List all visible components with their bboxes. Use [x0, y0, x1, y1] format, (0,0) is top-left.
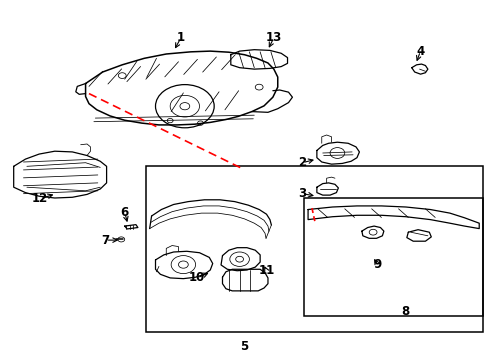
Text: 1: 1 [177, 31, 184, 44]
Text: 11: 11 [258, 264, 274, 277]
Bar [145, 166, 482, 332]
Bar [304, 198, 482, 316]
Text: 6: 6 [121, 206, 128, 219]
Text: 9: 9 [373, 258, 381, 271]
Text: 4: 4 [416, 45, 424, 58]
Text: 5: 5 [240, 340, 248, 353]
Text: 7: 7 [102, 234, 109, 247]
Text: 8: 8 [401, 305, 409, 318]
Text: 13: 13 [265, 31, 282, 44]
Text: 12: 12 [32, 192, 48, 205]
Text: 10: 10 [188, 271, 205, 284]
Text: 2: 2 [298, 156, 305, 169]
Text: 3: 3 [298, 187, 305, 200]
